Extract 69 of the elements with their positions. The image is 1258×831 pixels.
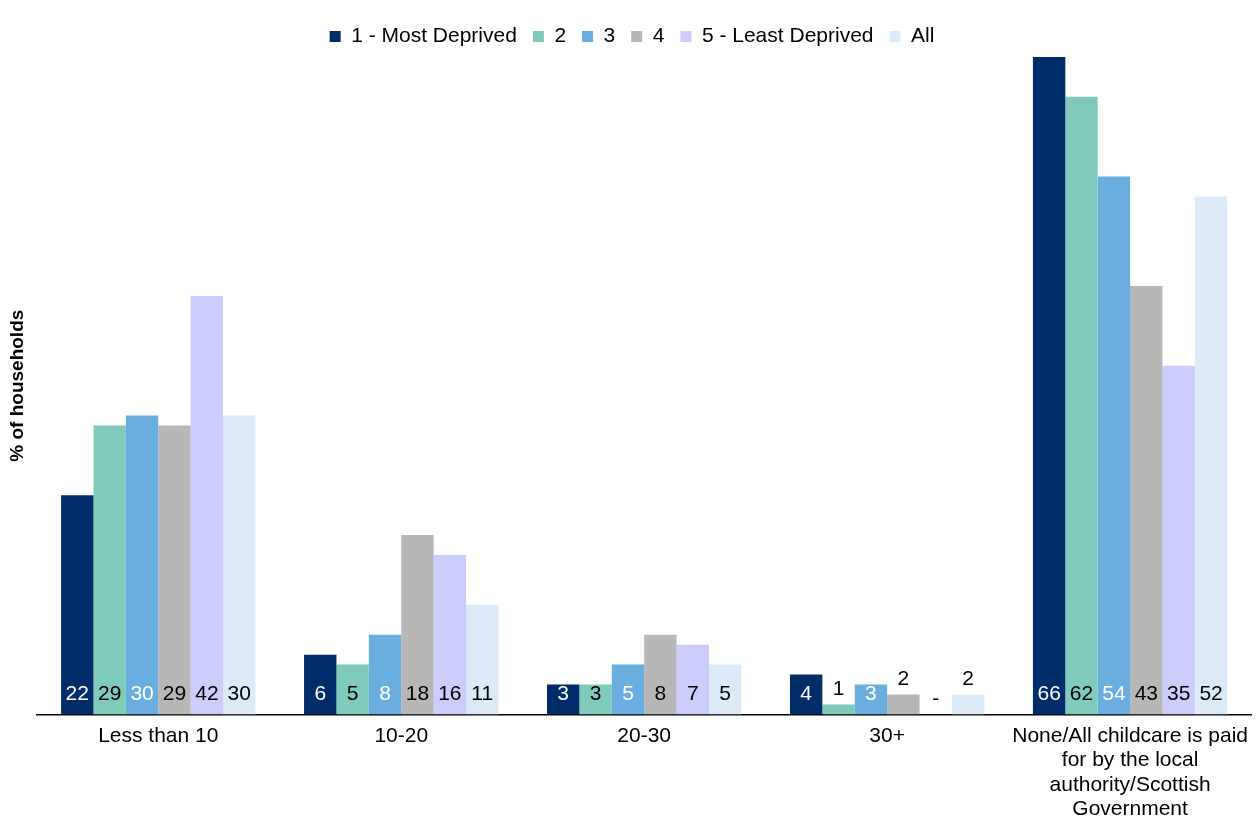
legend-label: All bbox=[911, 23, 935, 47]
data-label: 7 bbox=[686, 681, 699, 705]
data-label: 5 bbox=[719, 681, 732, 705]
bar bbox=[61, 495, 94, 715]
data-label: 30 bbox=[227, 681, 251, 705]
bar bbox=[1032, 57, 1066, 715]
data-label: 8 bbox=[654, 681, 667, 705]
x-tick-label: 30+ bbox=[869, 723, 905, 747]
data-label: 29 bbox=[98, 681, 122, 705]
bar bbox=[951, 694, 985, 715]
data-label: 4 bbox=[800, 681, 813, 705]
data-label: 35 bbox=[1167, 681, 1191, 705]
data-label: 5 bbox=[622, 681, 634, 705]
bar bbox=[579, 684, 612, 715]
data-label: 11 bbox=[471, 681, 494, 705]
text: - bbox=[932, 686, 940, 710]
bar bbox=[789, 674, 823, 715]
data-label: 62 bbox=[1069, 681, 1094, 705]
legend-label: 1 - Most Deprived bbox=[351, 23, 517, 47]
bar bbox=[676, 644, 709, 715]
data-label: 66 bbox=[1037, 681, 1061, 705]
data-label: 29 bbox=[162, 681, 187, 705]
data-label: 2 bbox=[962, 666, 974, 690]
data-label: 54 bbox=[1102, 681, 1126, 705]
bar bbox=[304, 654, 337, 715]
data-label: 43 bbox=[1134, 681, 1158, 705]
bar bbox=[368, 634, 402, 715]
bar bbox=[190, 296, 224, 715]
x-tick-label: 20-30 bbox=[617, 723, 672, 747]
data-label: 18 bbox=[405, 681, 430, 705]
bar bbox=[822, 704, 855, 715]
legend-label: 4 bbox=[652, 23, 665, 47]
data-label: 6 bbox=[314, 681, 327, 705]
bar bbox=[1162, 365, 1195, 715]
bar bbox=[401, 535, 434, 715]
data-label: 52 bbox=[1199, 681, 1223, 705]
bar bbox=[887, 694, 920, 715]
data-label: 3 bbox=[589, 681, 602, 705]
bar bbox=[223, 415, 256, 715]
bar bbox=[93, 425, 126, 715]
bar bbox=[158, 425, 191, 715]
bar bbox=[1097, 176, 1131, 715]
bar bbox=[644, 634, 677, 715]
bar bbox=[433, 555, 467, 715]
x-tick-label: Less than 10 bbox=[98, 723, 219, 747]
x-tick-label: 10-20 bbox=[374, 723, 429, 747]
data-label: 5 bbox=[346, 681, 359, 705]
data-label: 8 bbox=[379, 681, 391, 705]
x-tick-label: None/All childcare is paid for by the local authority/Scottish Government bbox=[1012, 723, 1248, 819]
legend-label: 2 bbox=[554, 23, 567, 47]
bar bbox=[1194, 196, 1228, 715]
data-label: 16 bbox=[438, 681, 462, 705]
data-label: 22 bbox=[65, 681, 89, 705]
bar bbox=[466, 604, 499, 715]
data-label: 3 bbox=[557, 681, 570, 705]
bar bbox=[1130, 286, 1163, 715]
legend-label: 3 bbox=[603, 23, 616, 47]
bar bbox=[125, 415, 159, 715]
bar bbox=[611, 664, 645, 715]
bar bbox=[1065, 96, 1098, 715]
data-label: 3 bbox=[865, 681, 877, 705]
data-label: 1 bbox=[832, 676, 845, 700]
data-label: 2 bbox=[897, 666, 910, 690]
data-label: 42 bbox=[195, 681, 219, 705]
bar bbox=[708, 664, 742, 715]
y-axis-title: % of households bbox=[5, 309, 27, 462]
legend-label: 5 - Least Deprived bbox=[701, 23, 874, 47]
data-label: 30 bbox=[130, 681, 154, 705]
bar bbox=[336, 664, 369, 715]
